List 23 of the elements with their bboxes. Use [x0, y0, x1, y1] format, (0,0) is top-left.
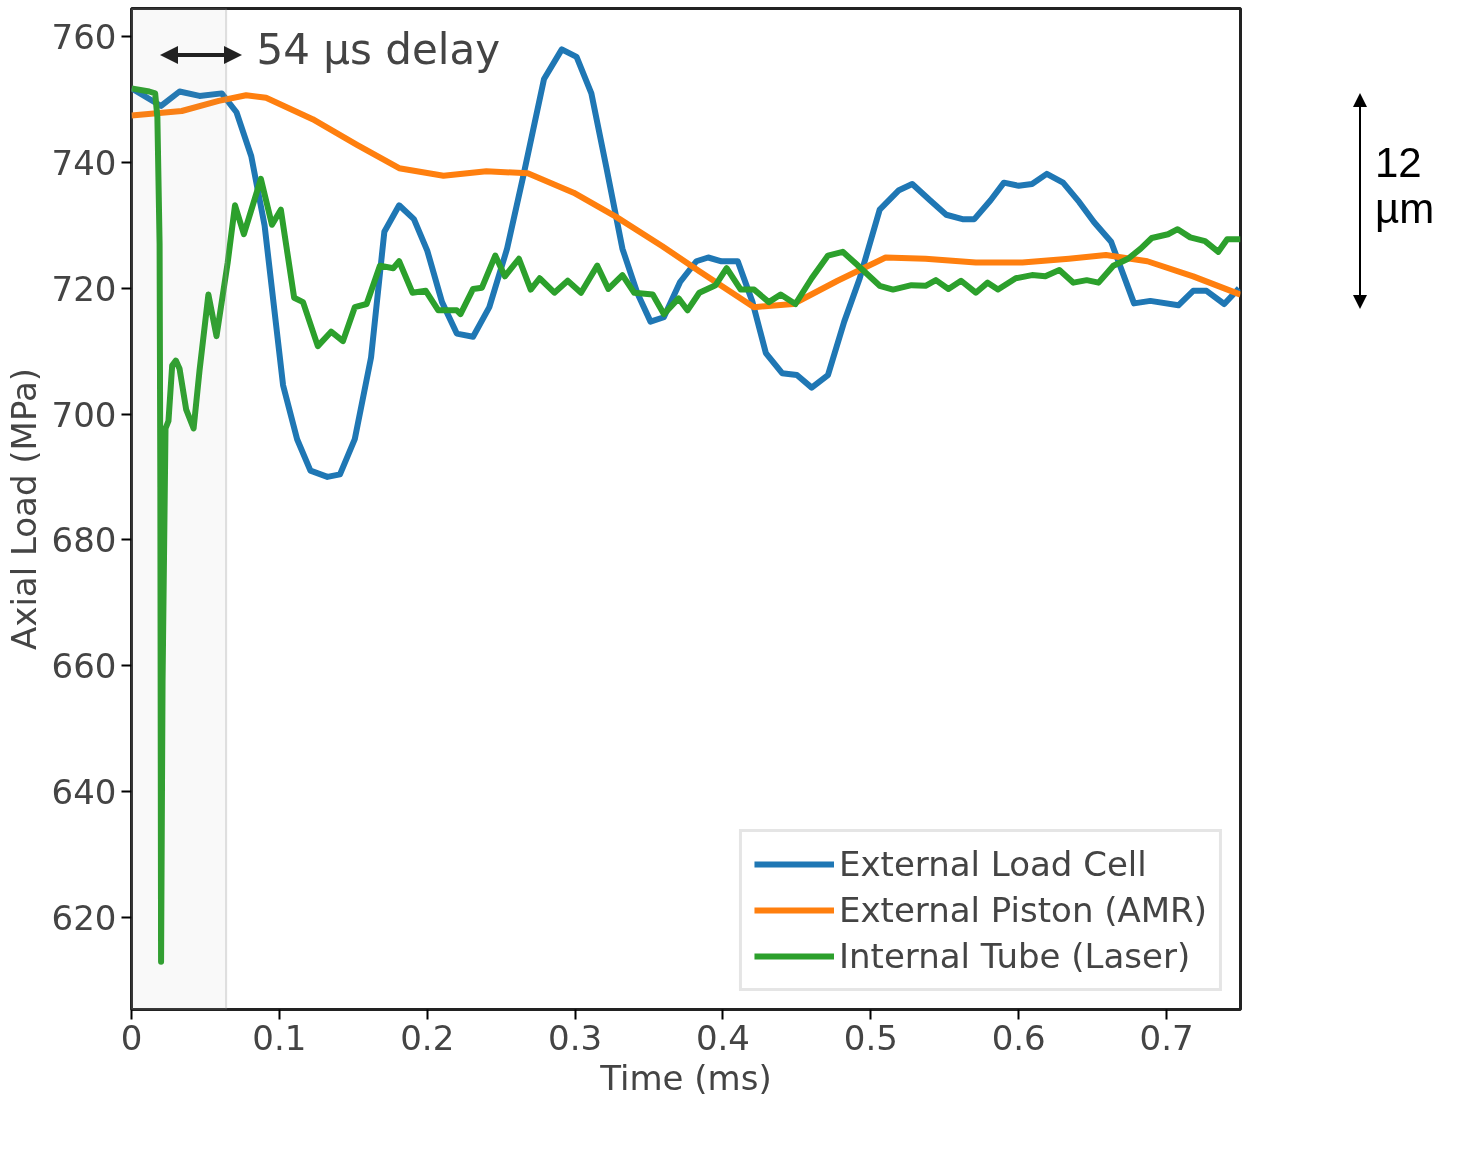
- x-axis-title: Time (ms): [599, 1057, 772, 1098]
- y-tick-label: 620: [51, 897, 117, 938]
- x-tick-label: 0: [120, 1017, 143, 1058]
- y-tick-label: 680: [51, 520, 117, 561]
- legend-label: Internal Tube (Laser): [838, 936, 1191, 976]
- x-tick-label: 0.2: [400, 1017, 455, 1058]
- y-tick-label: 640: [51, 771, 117, 812]
- x-tick-label: 0.7: [1139, 1017, 1194, 1058]
- x-tick-label: 0.3: [548, 1017, 603, 1058]
- y-tick-label: 720: [51, 268, 117, 309]
- y-axis-title: Axial Load (MPa): [3, 368, 44, 650]
- x-tick-label: 0.1: [252, 1017, 307, 1058]
- y-tick-label: 700: [51, 394, 117, 435]
- y-tick-label: 740: [51, 143, 117, 184]
- legend-label: External Load Cell: [838, 844, 1147, 884]
- text: 12 µm: [1375, 139, 1435, 233]
- x-tick-label: 0.4: [695, 1017, 751, 1058]
- y-tick-label: 660: [51, 646, 117, 687]
- y-tick-label: 760: [51, 17, 117, 58]
- x-tick-label: 0.5: [843, 1017, 898, 1058]
- x-tick-label: 0.6: [991, 1017, 1046, 1058]
- legend-label: External Piston (AMR): [838, 890, 1207, 930]
- annotation: 54 µs delay: [256, 24, 501, 74]
